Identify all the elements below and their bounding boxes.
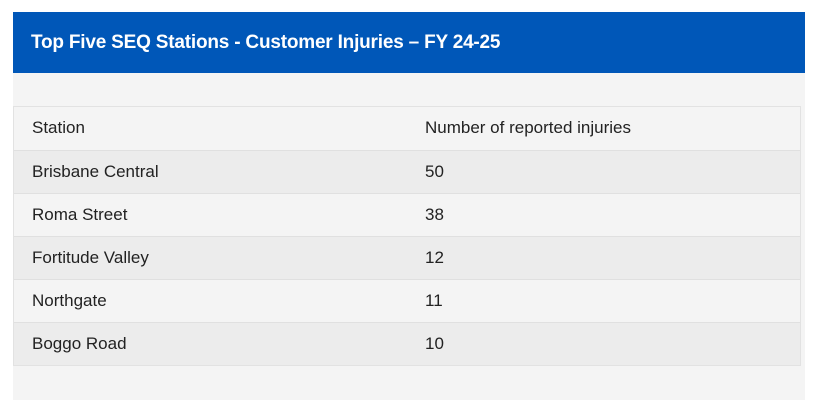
injury-count: 38 [407,193,800,237]
injuries-table-container: Station Number of reported injuries Bris… [13,106,801,366]
injuries-panel: Top Five SEQ Stations - Customer Injurie… [13,12,805,400]
injuries-table: Station Number of reported injuries Bris… [14,107,800,365]
station-name: Roma Street [14,193,407,237]
injury-count: 12 [407,236,800,280]
column-header-station: Station [14,107,407,151]
station-name: Brisbane Central [14,150,407,194]
panel-title: Top Five SEQ Stations - Customer Injurie… [13,12,805,73]
station-name: Northgate [14,279,407,323]
table-row: Fortitude Valley 12 [14,236,800,280]
injury-count: 50 [407,150,800,194]
table-row: Boggo Road 10 [14,322,800,365]
table-header-row: Station Number of reported injuries [14,107,800,151]
injury-count: 11 [407,279,800,323]
table-row: Roma Street 38 [14,193,800,237]
station-name: Fortitude Valley [14,236,407,280]
table-row: Northgate 11 [14,279,800,323]
injury-count: 10 [425,333,444,353]
station-name: Boggo Road [32,333,127,353]
table-row: Brisbane Central 50 [14,150,800,194]
column-header-injuries: Number of reported injuries [407,107,800,151]
